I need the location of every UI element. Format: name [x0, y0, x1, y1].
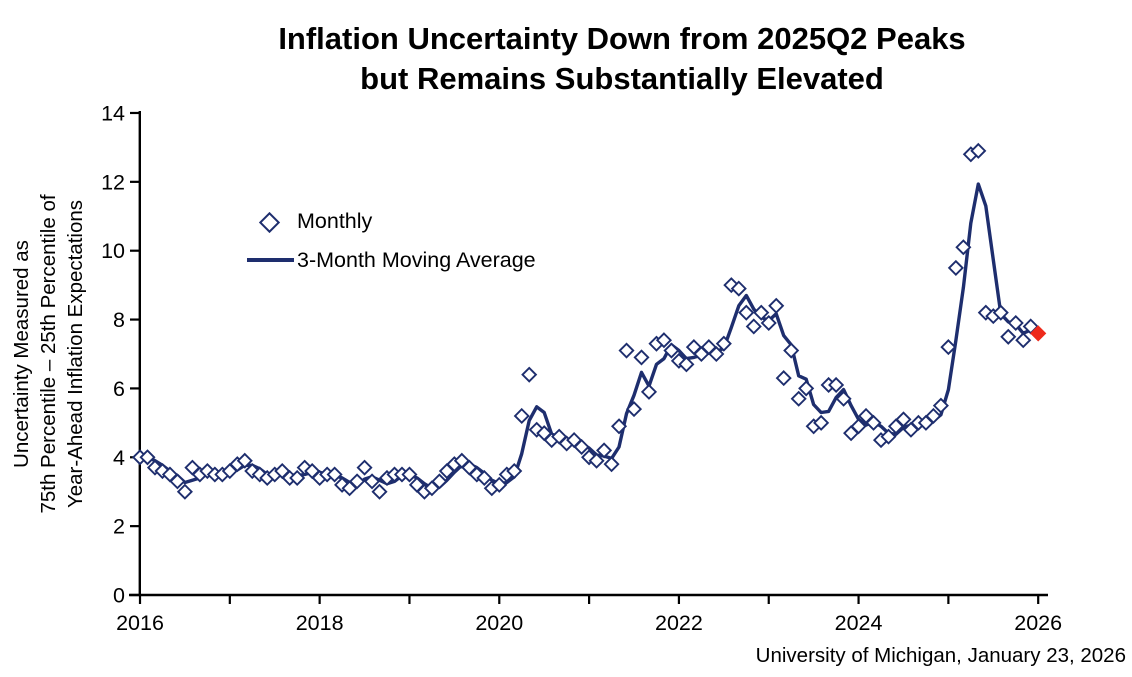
monthly-data-point [768, 297, 785, 314]
monthly-data-point [790, 390, 807, 407]
x-tick-label: 2018 [296, 611, 344, 635]
monthly-data-point [610, 418, 628, 435]
monthly-data-point [925, 407, 942, 425]
monthly-data-point [663, 342, 680, 359]
y-axis-label-line3: Year-Ahead Inflation Expectations [64, 199, 87, 509]
y-axis-label-line1: Uncertainty Measured as [10, 240, 33, 468]
monthly-data-point [588, 452, 605, 469]
monthly-data-point [1015, 332, 1032, 349]
monthly-data-point [1007, 314, 1024, 332]
y-tick-label: 4 [113, 446, 125, 470]
monthly-data-point [813, 414, 830, 431]
x-tick-label: 2016 [116, 611, 164, 635]
source-note: University of Michigan, January 23, 2026 [755, 644, 1126, 667]
latest-data-point-red [1030, 325, 1047, 342]
y-tick-label: 14 [101, 101, 125, 125]
monthly-data-point [618, 342, 635, 359]
monthly-data-point [730, 280, 747, 297]
monthly-data-point [573, 438, 590, 455]
monthly-data-point [932, 397, 949, 414]
y-tick-label: 8 [113, 308, 125, 332]
monthly-data-point [880, 428, 897, 445]
monthly-data-point [521, 366, 538, 383]
monthly-data-point [640, 383, 658, 400]
monthly-data-point [670, 352, 687, 369]
monthly-data-point [363, 473, 381, 490]
monthly-data-point [738, 304, 755, 321]
x-tick-label: 2026 [1014, 611, 1062, 635]
monthly-data-point [715, 335, 732, 352]
y-axis-label-line2: 75th Percentile – 25th Percentile of [37, 194, 60, 514]
chart-title: Inflation Uncertainty Down from 2025Q2 P… [120, 19, 1124, 99]
monthly-data-point [865, 414, 882, 431]
monthly-data-point [236, 452, 253, 469]
y-axis-label: Uncertainty Measured as 75th Percentile … [8, 74, 90, 634]
monthly-data-point [633, 349, 650, 366]
monthly-data-point [596, 442, 613, 459]
monthly-data-point [992, 304, 1009, 321]
monthly-data-point [940, 339, 957, 356]
monthly-data-point [970, 142, 987, 159]
monthly-data-point [289, 469, 306, 486]
monthly-data-point [783, 342, 800, 359]
legend-moving-average-line-icon [247, 258, 294, 262]
monthly-data-point [603, 456, 620, 473]
x-tick-label: 2024 [835, 611, 883, 635]
monthly-data-point [708, 345, 725, 363]
y-tick-label: 2 [113, 515, 125, 539]
monthly-data-point [760, 314, 777, 332]
monthly-data-point [356, 459, 373, 476]
monthly-data-point [753, 304, 770, 321]
monthly-data-point [655, 332, 672, 349]
chart-title-line1: Inflation Uncertainty Down from 2025Q2 P… [278, 21, 966, 56]
y-tick-label: 12 [101, 170, 125, 194]
monthly-data-point [775, 370, 792, 387]
monthly-data-point [678, 356, 695, 373]
monthly-data-point [139, 449, 156, 466]
monthly-data-point [835, 390, 852, 407]
chart-title-line2: but Remains Substantially Elevated [360, 61, 884, 96]
monthly-data-point [176, 483, 193, 500]
monthly-data-point [850, 418, 867, 435]
monthly-data-point [349, 473, 366, 490]
monthly-data-point [326, 466, 343, 483]
monthly-data-point [146, 459, 164, 476]
monthly-data-point [828, 376, 845, 394]
monthly-data-point [169, 473, 186, 490]
y-tick-label: 6 [113, 377, 125, 401]
monthly-data-point [581, 449, 598, 466]
legend-label-monthly: Monthly [297, 209, 373, 233]
x-tick-label: 2022 [655, 611, 703, 635]
y-tick-label: 10 [101, 239, 125, 263]
monthly-data-point [371, 483, 388, 500]
monthly-data-point [1000, 328, 1017, 345]
monthly-data-point [947, 259, 964, 276]
monthly-data-point [506, 463, 523, 480]
monthly-data-point [895, 411, 912, 428]
monthly-data-point [431, 473, 448, 490]
monthly-data-point [334, 476, 351, 493]
monthly-data-point [476, 469, 493, 486]
monthly-data-point [977, 304, 994, 321]
x-tick-label: 2020 [475, 611, 523, 635]
monthly-data-point [625, 401, 643, 418]
monthly-data-point [798, 380, 815, 397]
monthly-data-point [955, 239, 972, 256]
legend-label-moving-average: 3-Month Moving Average [297, 248, 536, 272]
monthly-data-point [745, 318, 762, 335]
monthly-data-point [491, 476, 508, 493]
monthly-data-point [401, 466, 418, 483]
monthly-data-point [513, 407, 530, 425]
y-tick-label: 0 [113, 584, 125, 608]
